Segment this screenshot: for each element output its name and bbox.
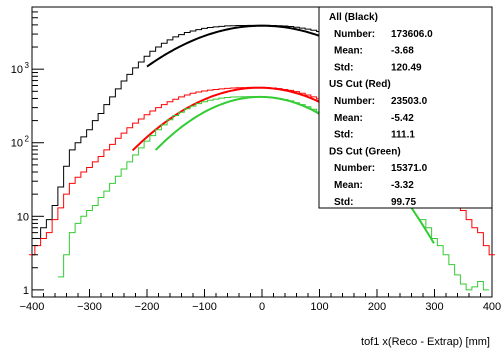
stats-label: Std: xyxy=(334,130,353,141)
stats-group-title: US Cut (Red) xyxy=(329,79,391,90)
y-tick-exponent: 2 xyxy=(25,135,30,144)
stats-label: Std: xyxy=(334,197,353,208)
stats-label: Number: xyxy=(334,29,375,40)
stats-value: 23503.0 xyxy=(391,96,428,107)
x-tick-label: −200 xyxy=(135,301,160,313)
stats-value: 120.49 xyxy=(391,62,422,73)
stats-value: 99.75 xyxy=(391,197,416,208)
x-tick-label: 100 xyxy=(310,301,328,313)
stats-box: All (Black) Number: 173606.0 Mean: -3.68 Std:… xyxy=(318,6,493,209)
stats-label: Mean: xyxy=(334,46,363,57)
y-tick-label: 10 xyxy=(17,211,29,223)
stats-label: Mean: xyxy=(334,180,363,191)
stats-label: Number: xyxy=(334,163,375,174)
x-tick-label: 200 xyxy=(368,301,386,313)
stats-value: -3.68 xyxy=(391,46,414,57)
stats-value: -5.42 xyxy=(391,113,414,124)
stats-box-frame xyxy=(318,6,493,209)
x-tick-label: 0 xyxy=(259,301,265,313)
x-axis-label: tof1 x(Reco - Extrap) [mm] xyxy=(361,336,490,348)
stats-group-title: DS Cut (Green) xyxy=(329,146,401,157)
y-tick-label: 10 xyxy=(11,138,23,150)
stats-label: Std: xyxy=(334,62,353,73)
x-tick-label: −100 xyxy=(192,301,217,313)
stats-value: 173606.0 xyxy=(391,29,433,40)
y-tick-exponent: 3 xyxy=(25,61,30,70)
stats-label: Mean: xyxy=(334,113,363,124)
stats-value: 15371.0 xyxy=(391,163,428,174)
stats-value: -3.32 xyxy=(391,180,414,191)
stats-group-title: All (Black) xyxy=(329,12,378,23)
y-tick-label: 10 xyxy=(11,64,23,76)
stats-value: 111.1 xyxy=(391,130,415,141)
stats-label: Number: xyxy=(334,96,375,107)
x-tick-label: 300 xyxy=(425,301,443,313)
y-tick-label: 1 xyxy=(23,285,29,297)
x-tick-label: 400 xyxy=(483,301,501,313)
x-tick-label: −400 xyxy=(20,301,45,313)
histogram-steps-2-1 xyxy=(420,219,490,291)
x-tick-label: −300 xyxy=(77,301,102,313)
